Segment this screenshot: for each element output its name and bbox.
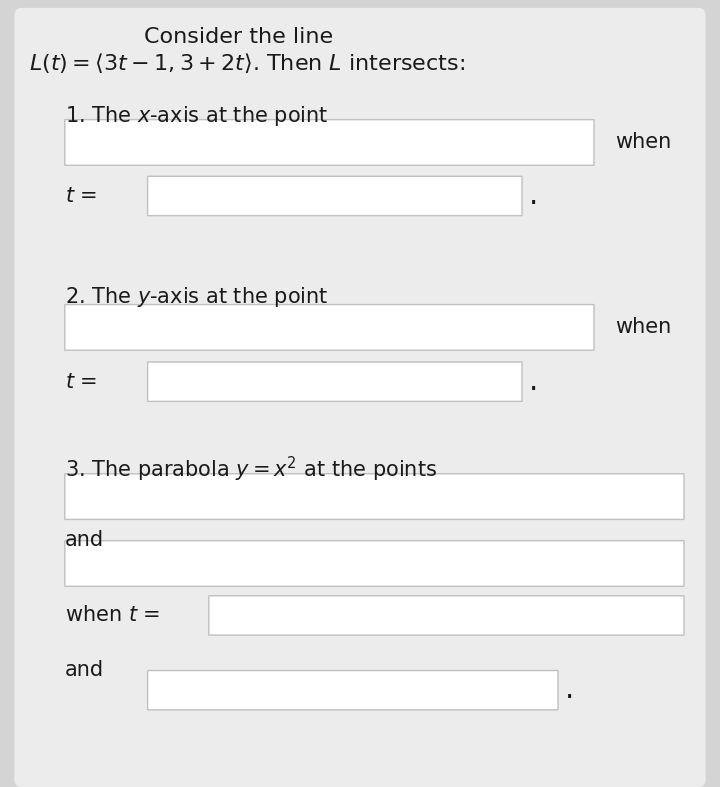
FancyBboxPatch shape (65, 541, 684, 586)
Text: and: and (65, 530, 104, 549)
FancyBboxPatch shape (65, 120, 594, 165)
Text: $t$ =: $t$ = (65, 186, 97, 206)
FancyBboxPatch shape (65, 305, 594, 350)
FancyBboxPatch shape (148, 671, 558, 710)
Text: $L(t) = \langle 3t - 1, 3 + 2t\rangle$. Then $L$ intersects:: $L(t) = \langle 3t - 1, 3 + 2t\rangle$. … (29, 51, 465, 75)
FancyBboxPatch shape (14, 8, 706, 787)
Text: .: . (529, 368, 539, 396)
Text: 1. The $x$-axis at the point: 1. The $x$-axis at the point (65, 104, 328, 127)
Text: and: and (65, 660, 104, 679)
FancyBboxPatch shape (209, 596, 684, 635)
Text: .: . (529, 182, 539, 210)
FancyBboxPatch shape (65, 474, 684, 519)
FancyBboxPatch shape (148, 176, 522, 216)
Text: when: when (616, 132, 672, 153)
Text: when $t$ =: when $t$ = (65, 605, 160, 626)
Text: .: . (565, 676, 575, 704)
Text: $t$ =: $t$ = (65, 371, 97, 392)
Text: 3. The parabola $y = x^2$ at the points: 3. The parabola $y = x^2$ at the points (65, 455, 437, 484)
Text: Consider the line: Consider the line (144, 27, 333, 46)
FancyBboxPatch shape (148, 362, 522, 401)
Text: when: when (616, 317, 672, 338)
Text: 2. The $y$-axis at the point: 2. The $y$-axis at the point (65, 285, 328, 309)
